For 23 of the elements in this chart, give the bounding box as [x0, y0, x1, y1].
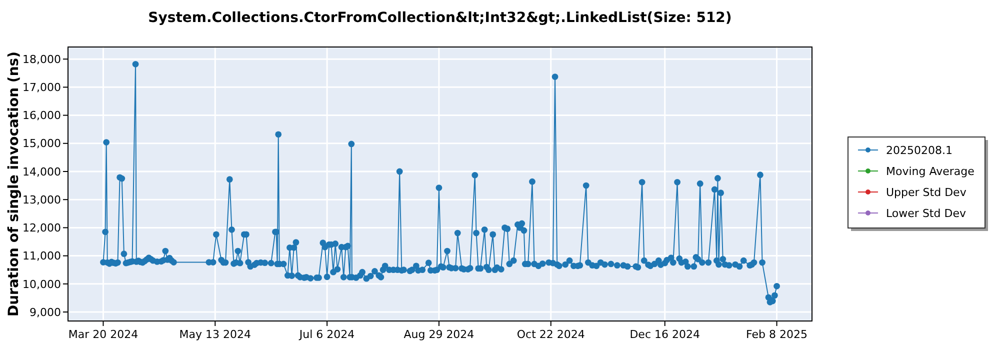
chart-title: System.Collections.CtorFromCollection&lt;Int32&gt;.LinkedList(Size: 512)	[148, 10, 732, 26]
y-tick-label: 12,000	[22, 222, 61, 235]
x-tick-label: Feb 8 2025	[746, 328, 808, 341]
y-tick-label: 14,000	[22, 165, 61, 178]
y-tick-label: 10,000	[22, 278, 61, 291]
x-tick-label: Dec 16 2024	[630, 328, 700, 341]
x-tick-label: Jul 6 2024	[298, 328, 355, 341]
legend-label: 20250208.1	[886, 144, 952, 157]
y-tick-label: 13,000	[22, 193, 61, 206]
y-tick-label: 11,000	[22, 250, 61, 263]
y-tick-label: 17,000	[22, 81, 61, 94]
x-tick-label: Aug 29 2024	[404, 328, 474, 341]
y-tick-label: 18,000	[22, 52, 61, 66]
y-tick-label: 15,000	[22, 137, 61, 150]
x-tick-label: Oct 22 2024	[516, 328, 585, 341]
y-tick-label: 9,000	[30, 306, 61, 319]
y-axis-title: Duration of single invocation (ns)	[6, 51, 22, 317]
y-tick-label: 16,000	[22, 109, 61, 122]
legend-label: Upper Std Dev	[886, 186, 967, 199]
legend-label: Lower Std Dev	[886, 206, 966, 220]
x-tick-label: Mar 20 2024	[68, 328, 138, 341]
x-tick-label: May 13 2024	[179, 328, 252, 341]
legend-label: Moving Average	[886, 164, 975, 178]
